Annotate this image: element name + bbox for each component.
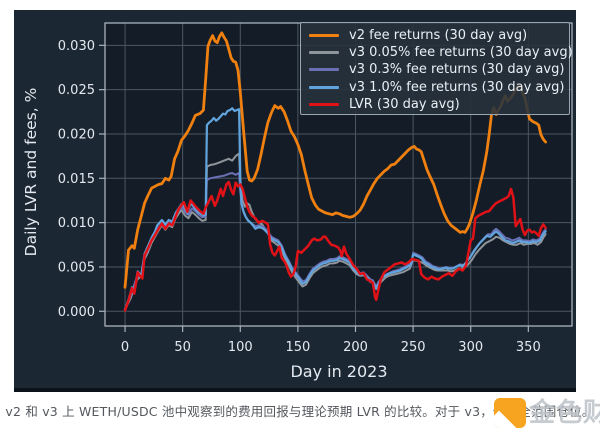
series-line: [124, 152, 547, 311]
y-axis-label: Daily LVR and fees, %: [22, 87, 40, 257]
legend: v2 fee returns (30 day avg) v3 0.05% fee…: [300, 22, 573, 115]
y-tick-label: 0.015: [58, 172, 95, 187]
x-tick-label: 0: [121, 340, 129, 355]
watermark-text: 金色财经: [529, 398, 600, 428]
legend-line-swatch: [309, 34, 339, 38]
legend-label: v2 fee returns (30 day avg): [349, 28, 528, 44]
x-tick-label: 150: [285, 340, 310, 355]
legend-label: v3 0.3% fee returns (30 day avg): [349, 62, 565, 78]
x-tick-label: 50: [174, 340, 191, 355]
series-line: [123, 180, 547, 312]
legend-item-v2: v2 fee returns (30 day avg): [309, 27, 561, 44]
y-tick-label: 0.030: [58, 39, 95, 54]
x-tick-label: 350: [516, 340, 541, 355]
legend-line-swatch: [309, 85, 339, 89]
legend-item-v3-03: v3 0.3% fee returns (30 day avg): [309, 61, 565, 78]
watermark-logo-icon: [494, 398, 526, 428]
x-tick-label: 100: [228, 340, 253, 355]
x-axis-label: Day in 2023: [290, 362, 388, 381]
chart-figure: 0 50 100 150 200 250 300 350 0.000 0.005 0.010 0.01…: [14, 10, 576, 392]
series-line: [123, 31, 547, 289]
x-tick-label: 200: [343, 340, 368, 355]
legend-line-swatch: [309, 51, 339, 55]
series-line: [123, 107, 547, 311]
y-tick-label: 0.020: [58, 127, 95, 142]
legend-item-v3-10: v3 1.0% fee returns (30 day avg): [309, 79, 565, 96]
legend-label: v3 0.05% fee returns (30 day avg): [349, 45, 573, 61]
y-tick-label: 0.025: [58, 83, 95, 98]
legend-item-v3-005: v3 0.05% fee returns (30 day avg): [309, 44, 573, 61]
y-tick-label: 0.010: [58, 216, 95, 231]
caption: v2 和 v3 上 WETH/USDC 池中观察到的费用回报与理论预期 LVR …: [5, 404, 595, 419]
legend-item-lvr: LVR (30 day avg): [309, 96, 561, 113]
legend-label: v3 1.0% fee returns (30 day avg): [349, 79, 565, 95]
y-tick-label: 0.000: [58, 305, 95, 320]
x-tick-label: 250: [401, 340, 426, 355]
watermark: 金色财经: [494, 398, 600, 428]
x-tick-label: 300: [458, 340, 483, 355]
legend-line-swatch: [309, 68, 339, 72]
figure-bottom-edge: [14, 388, 576, 392]
legend-line-swatch: [309, 102, 339, 106]
legend-label: LVR (30 day avg): [349, 96, 460, 112]
y-tick-label: 0.005: [58, 260, 95, 275]
